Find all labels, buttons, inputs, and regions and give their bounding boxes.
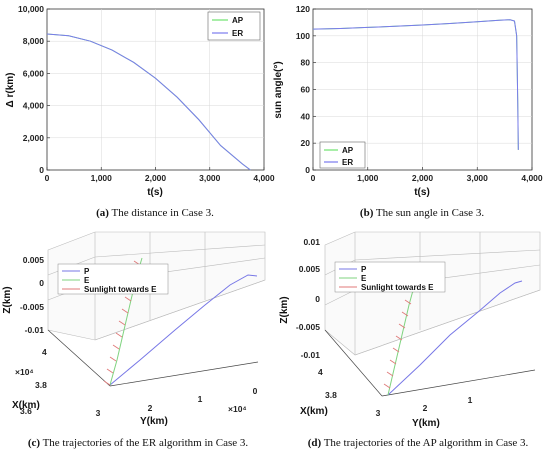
legend-b: AP ER bbox=[319, 141, 366, 169]
z-axis-label-c: Z(km) bbox=[2, 286, 13, 313]
y-tick-label: 100 bbox=[296, 31, 310, 41]
x-tick-label: 3,000 bbox=[467, 173, 489, 183]
caption-b: (b) The sun angle in Case 3. bbox=[360, 207, 484, 219]
z-tick-label: 0.005 bbox=[299, 264, 321, 274]
y-tick-label: 0 bbox=[39, 165, 44, 175]
y-axis-label-c: Y(km) bbox=[140, 416, 168, 427]
series-line-er bbox=[46, 33, 251, 171]
y-tick-label: 10,000 bbox=[18, 4, 44, 14]
x-tick-label: 1,000 bbox=[357, 173, 379, 183]
z-tick-label: -0.01 bbox=[301, 350, 321, 360]
y-tick-label: 2 bbox=[423, 403, 428, 413]
x-tick-label: 0 bbox=[311, 173, 316, 183]
y-tick-label: 3 bbox=[96, 408, 101, 418]
z-tick-label: 0 bbox=[39, 278, 44, 288]
y-tick-label: 1 bbox=[198, 394, 203, 404]
x-axis-label-a: t(s) bbox=[147, 187, 163, 198]
y-axis-label-b: sun angle(°) bbox=[273, 61, 284, 118]
legend-label-e: E bbox=[84, 276, 90, 285]
x-exponent-c: ×10⁴ bbox=[15, 367, 34, 377]
base-plane-d bbox=[324, 329, 536, 397]
y-tick-label: 3 bbox=[376, 408, 381, 418]
x-tick-label: 2,000 bbox=[412, 173, 434, 183]
caption-d: (d) The trajectories of the AP algorithm… bbox=[308, 437, 529, 449]
y-exponent-c: ×10⁴ bbox=[228, 404, 247, 414]
legend-label-p: P bbox=[361, 265, 367, 274]
legend-a: AP ER bbox=[207, 11, 261, 41]
x-tick-label: 4 bbox=[318, 367, 323, 377]
x-axis-label-d: X(km) bbox=[300, 406, 328, 417]
z-axis-label-d: Z(km) bbox=[279, 296, 290, 323]
x-tick-label: 3.6 bbox=[20, 406, 32, 416]
legend-label-sunlight: Sunlight towards E bbox=[361, 283, 434, 292]
x-tick-label: 4 bbox=[42, 347, 47, 357]
y-tick-label: 0 bbox=[253, 386, 258, 396]
base-plane-c bbox=[47, 329, 259, 387]
legend-c: P E Sunlight towards E bbox=[57, 263, 169, 295]
y-tick-label: 8,000 bbox=[23, 36, 45, 46]
panel-d: P E Sunlight towards E 0.01 0.005 0 -0.005 -… bbox=[279, 231, 541, 449]
z-tick-label: -0.005 bbox=[20, 302, 44, 312]
panel-a: 0 2,000 4,000 6,000 8,000 10,000 0 1,000 2,000 3… bbox=[5, 4, 275, 219]
x-tick-label: 3.8 bbox=[325, 390, 337, 400]
series-line-er bbox=[312, 19, 519, 150]
x-tick-label: 1,000 bbox=[91, 173, 113, 183]
caption-a: (a) The distance in Case 3. bbox=[96, 207, 214, 219]
y-tick-label: 4,000 bbox=[23, 101, 45, 111]
y-tick-label: 120 bbox=[296, 4, 310, 14]
y-tick-label: 2 bbox=[148, 403, 153, 413]
legend-label-e: E bbox=[361, 274, 367, 283]
y-axis-label-a: Δ r(km) bbox=[5, 73, 16, 108]
x-tick-label: 3,000 bbox=[199, 173, 221, 183]
legend-label-ap: AP bbox=[342, 146, 354, 155]
y-tick-label: 0 bbox=[305, 165, 310, 175]
y-tick-label: 6,000 bbox=[23, 68, 45, 78]
axes-box-d bbox=[324, 231, 541, 356]
trajectory-p-c bbox=[109, 274, 258, 386]
x-tick-label: 4,000 bbox=[253, 173, 275, 183]
y-tick-label: 2,000 bbox=[23, 133, 45, 143]
z-tick-label: 0 bbox=[315, 294, 320, 304]
x-tick-label: 0 bbox=[45, 173, 50, 183]
y-axis-label-d: Y(km) bbox=[412, 418, 440, 429]
x-tick-label: 2,000 bbox=[145, 173, 167, 183]
x-tick-label: 3.8 bbox=[35, 380, 47, 390]
y-tick-label: 20 bbox=[301, 138, 311, 148]
y-tick-label: 80 bbox=[301, 58, 311, 68]
trajectory-p-d bbox=[387, 280, 523, 396]
legend-label-sunlight: Sunlight towards E bbox=[84, 285, 157, 294]
legend-d: P E Sunlight towards E bbox=[334, 261, 446, 293]
z-tick-label: 0.01 bbox=[303, 237, 320, 247]
legend-label-er: ER bbox=[232, 29, 243, 38]
panel-c: P E Sunlight towards E 0.005 0 -0.005 -0.01… bbox=[2, 231, 266, 449]
legend-label-p: P bbox=[84, 267, 90, 276]
z-tick-label: -0.005 bbox=[296, 322, 320, 332]
caption-c: (c) The trajectories of the ER algorithm… bbox=[28, 437, 249, 449]
y-tick-label: 60 bbox=[301, 85, 311, 95]
x-axis-label-b: t(s) bbox=[414, 187, 430, 198]
legend-label-ap: AP bbox=[232, 16, 244, 25]
panel-b: 0 20 40 60 80 100 120 0 1,000 2,000 3,000 4,000 AP… bbox=[273, 4, 543, 219]
z-tick-label: -0.01 bbox=[25, 325, 45, 335]
y-tick-label: 1 bbox=[468, 395, 473, 405]
x-axis-label-c: X(km) bbox=[12, 400, 40, 411]
y-tick-label: 40 bbox=[301, 111, 311, 121]
legend-label-er: ER bbox=[342, 158, 353, 167]
z-tick-label: 0.005 bbox=[23, 255, 45, 265]
x-tick-label: 4,000 bbox=[521, 173, 543, 183]
